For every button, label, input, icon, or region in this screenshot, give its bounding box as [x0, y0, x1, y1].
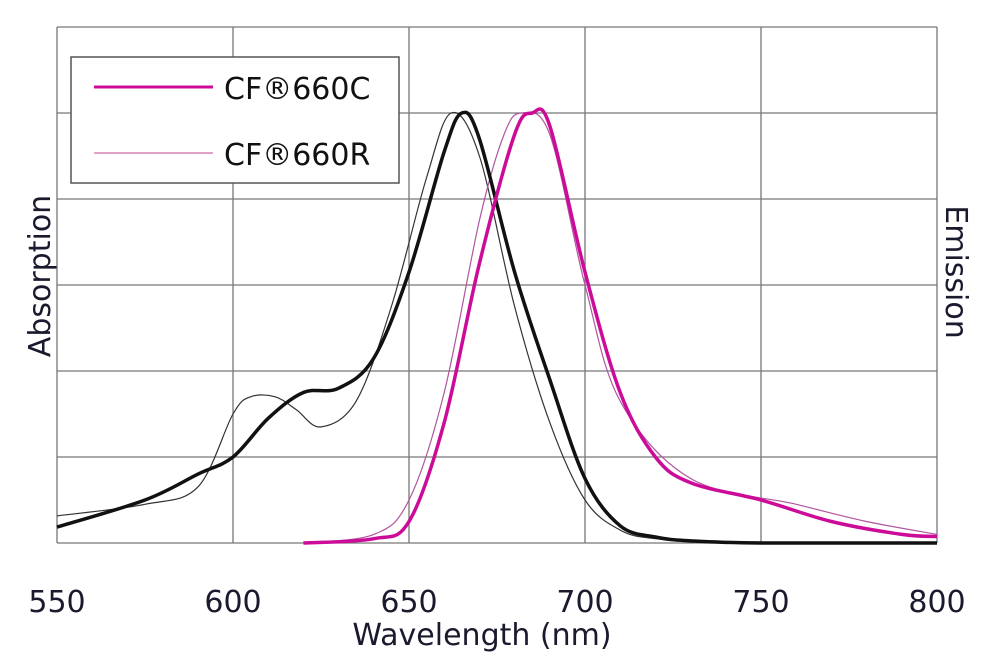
legend: CF®660C CF®660R — [70, 56, 400, 184]
x-tick-label: 700 — [556, 585, 613, 620]
x-tick-label: 750 — [732, 585, 789, 620]
x-tick-labels: 550 600 650 700 750 800 — [28, 585, 965, 620]
x-axis-label: Wavelength (nm) — [352, 618, 611, 653]
y-axis-label-right: Emission — [938, 205, 973, 338]
x-tick-label: 650 — [380, 585, 437, 620]
series-line-3 — [303, 111, 938, 544]
x-tick-label: 800 — [908, 585, 965, 620]
y-axis-label-left: Absorption — [23, 195, 58, 357]
curves — [56, 107, 938, 545]
series-line-1 — [56, 111, 726, 544]
x-tick-label: 600 — [204, 585, 261, 620]
legend-label-660c: CF®660C — [224, 72, 370, 107]
legend-box — [70, 56, 400, 184]
x-tick-label: 550 — [28, 585, 85, 620]
series-line-0 — [56, 110, 937, 545]
series-line-2 — [303, 107, 938, 545]
legend-label-660r: CF®660R — [224, 138, 370, 173]
